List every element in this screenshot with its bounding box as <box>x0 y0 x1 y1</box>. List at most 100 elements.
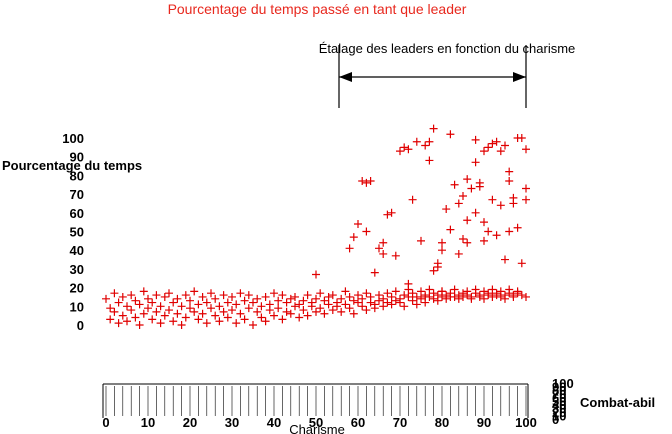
data-point <box>379 294 388 303</box>
data-point <box>412 300 421 309</box>
data-point <box>450 285 459 294</box>
data-point <box>463 175 472 184</box>
data-point <box>450 292 459 301</box>
data-point <box>291 292 299 301</box>
data-point <box>295 300 304 309</box>
data-point <box>123 317 131 326</box>
data-point <box>412 292 421 301</box>
data-point <box>135 300 144 309</box>
data-point <box>354 291 362 300</box>
y-tick-label: 100 <box>62 131 84 146</box>
data-point <box>207 304 215 313</box>
data-point <box>186 296 194 305</box>
data-point <box>198 292 207 301</box>
data-point <box>278 291 287 300</box>
data-point <box>261 292 270 301</box>
data-point <box>454 199 463 208</box>
data-point <box>291 302 299 311</box>
data-point <box>522 145 530 154</box>
y-tick-label: 40 <box>70 243 84 258</box>
data-point <box>438 246 446 255</box>
data-point <box>215 302 224 311</box>
data-point <box>194 300 203 309</box>
z-tick-label: 10 <box>552 408 566 423</box>
axis-box <box>102 383 529 418</box>
y-tick-label: 90 <box>70 150 84 165</box>
data-point <box>370 268 379 277</box>
data-point <box>286 294 295 303</box>
data-point <box>496 147 505 156</box>
data-point <box>442 205 451 214</box>
data-point <box>333 298 341 307</box>
data-point <box>181 313 190 322</box>
data-point <box>303 311 312 320</box>
data-point <box>463 238 472 247</box>
y-tick-label: 10 <box>70 299 84 314</box>
x-tick-label: 40 <box>267 415 281 430</box>
data-point <box>513 287 522 296</box>
data-point <box>421 141 430 150</box>
x-tick-label: 10 <box>141 415 155 430</box>
data-point <box>517 134 526 142</box>
data-point <box>408 195 417 204</box>
data-point <box>144 304 152 313</box>
data-point <box>328 306 337 315</box>
data-point <box>337 294 346 303</box>
data-point <box>408 289 417 298</box>
data-point <box>522 195 530 204</box>
z-tick-label: 0 <box>552 412 559 427</box>
data-point <box>400 143 409 152</box>
data-point <box>454 249 463 258</box>
data-point <box>391 287 400 296</box>
data-point <box>446 130 455 139</box>
data-point <box>358 294 367 303</box>
data-point <box>522 184 530 193</box>
data-point <box>400 291 409 300</box>
data-point <box>509 193 518 202</box>
data-point <box>425 285 434 294</box>
y-tick-label: 20 <box>70 281 84 296</box>
data-point <box>366 177 375 186</box>
data-point <box>505 167 514 176</box>
y-tick-label: 70 <box>70 187 84 202</box>
data-point <box>118 311 127 320</box>
x-tick-label: 30 <box>225 415 239 430</box>
data-point <box>387 208 396 217</box>
data-point <box>358 302 367 311</box>
data-point <box>232 300 241 309</box>
z-tick-label: 40 <box>552 398 566 413</box>
data-point <box>316 289 325 298</box>
data-point <box>349 309 358 318</box>
data-point <box>190 287 199 296</box>
x-tick-label: 20 <box>183 415 197 430</box>
data-point <box>127 306 136 315</box>
data-point <box>442 291 451 300</box>
data-point <box>471 208 480 217</box>
data-point <box>110 307 119 316</box>
data-point <box>286 309 295 318</box>
x-axis-ticks: 0 10 20 30 40 50 60 70 80 90 100 <box>102 415 536 430</box>
data-point <box>148 298 157 307</box>
data-point <box>438 238 446 247</box>
data-point <box>387 292 396 301</box>
z-tick-label: 70 <box>552 387 566 402</box>
data-point <box>139 287 148 296</box>
data-point <box>362 306 371 315</box>
data-point <box>375 296 383 305</box>
data-point <box>118 292 127 301</box>
y-tick-label: 50 <box>70 225 84 240</box>
data-point <box>240 296 249 305</box>
data-point <box>345 244 354 253</box>
data-point <box>484 227 493 236</box>
data-point <box>135 321 144 329</box>
data-point <box>379 302 388 311</box>
data-point <box>492 231 501 240</box>
data-point <box>131 313 140 322</box>
data-point <box>471 285 480 294</box>
data-point <box>127 291 136 300</box>
data-point <box>488 285 497 294</box>
data-point <box>488 139 497 148</box>
data-point <box>412 137 421 146</box>
